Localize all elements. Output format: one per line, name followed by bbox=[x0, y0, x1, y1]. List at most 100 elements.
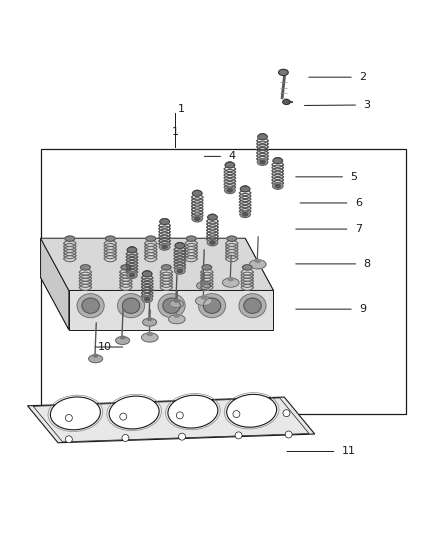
Ellipse shape bbox=[160, 219, 170, 224]
Text: 1: 1 bbox=[172, 126, 179, 136]
Ellipse shape bbox=[175, 268, 185, 274]
Ellipse shape bbox=[81, 265, 90, 270]
Ellipse shape bbox=[169, 314, 185, 324]
Ellipse shape bbox=[243, 213, 248, 216]
Ellipse shape bbox=[244, 298, 261, 313]
Circle shape bbox=[122, 434, 129, 441]
Ellipse shape bbox=[223, 278, 239, 287]
Text: 9: 9 bbox=[359, 304, 366, 314]
Ellipse shape bbox=[273, 158, 283, 164]
Ellipse shape bbox=[187, 236, 196, 241]
Ellipse shape bbox=[159, 244, 170, 250]
Circle shape bbox=[235, 432, 242, 439]
Ellipse shape bbox=[175, 243, 185, 248]
Text: 2: 2 bbox=[359, 72, 366, 82]
Ellipse shape bbox=[77, 294, 104, 318]
Ellipse shape bbox=[145, 297, 150, 301]
Ellipse shape bbox=[116, 336, 130, 344]
Ellipse shape bbox=[226, 162, 233, 166]
Ellipse shape bbox=[260, 160, 265, 164]
Ellipse shape bbox=[170, 300, 184, 308]
Ellipse shape bbox=[201, 281, 206, 284]
Text: 5: 5 bbox=[350, 172, 357, 182]
Text: 3: 3 bbox=[364, 100, 371, 110]
Polygon shape bbox=[245, 238, 273, 329]
Ellipse shape bbox=[161, 219, 168, 223]
Polygon shape bbox=[28, 397, 315, 443]
Ellipse shape bbox=[272, 183, 283, 189]
Ellipse shape bbox=[127, 247, 137, 253]
Text: 10: 10 bbox=[98, 342, 112, 352]
Ellipse shape bbox=[239, 294, 266, 318]
Text: 6: 6 bbox=[355, 198, 362, 208]
Ellipse shape bbox=[106, 236, 115, 241]
Ellipse shape bbox=[279, 69, 288, 76]
Ellipse shape bbox=[259, 134, 266, 138]
Ellipse shape bbox=[142, 296, 152, 302]
Ellipse shape bbox=[127, 272, 137, 278]
Ellipse shape bbox=[275, 184, 280, 188]
Ellipse shape bbox=[194, 190, 201, 195]
Bar bbox=[41, 149, 406, 415]
Polygon shape bbox=[41, 238, 69, 329]
Ellipse shape bbox=[158, 294, 185, 318]
Ellipse shape bbox=[210, 241, 215, 244]
Ellipse shape bbox=[207, 239, 218, 246]
Ellipse shape bbox=[50, 397, 100, 430]
Text: 8: 8 bbox=[364, 259, 371, 269]
Ellipse shape bbox=[168, 395, 218, 428]
Ellipse shape bbox=[88, 355, 102, 362]
Ellipse shape bbox=[258, 134, 267, 140]
Ellipse shape bbox=[227, 189, 233, 192]
Circle shape bbox=[65, 436, 72, 443]
Ellipse shape bbox=[65, 236, 75, 241]
Ellipse shape bbox=[197, 282, 211, 289]
Ellipse shape bbox=[192, 191, 202, 196]
Ellipse shape bbox=[227, 236, 237, 241]
Ellipse shape bbox=[122, 298, 140, 313]
Polygon shape bbox=[41, 238, 273, 290]
Ellipse shape bbox=[257, 159, 268, 165]
Ellipse shape bbox=[255, 260, 260, 262]
Ellipse shape bbox=[148, 318, 152, 320]
Circle shape bbox=[285, 431, 292, 438]
Circle shape bbox=[233, 410, 240, 417]
Ellipse shape bbox=[177, 269, 183, 272]
Circle shape bbox=[65, 415, 72, 422]
Polygon shape bbox=[41, 277, 273, 329]
Ellipse shape bbox=[144, 271, 151, 275]
Text: 4: 4 bbox=[229, 151, 236, 161]
Ellipse shape bbox=[128, 247, 135, 251]
Ellipse shape bbox=[240, 211, 251, 217]
Ellipse shape bbox=[121, 265, 131, 270]
Ellipse shape bbox=[208, 214, 217, 220]
Ellipse shape bbox=[117, 294, 145, 318]
Text: 7: 7 bbox=[355, 224, 362, 234]
Ellipse shape bbox=[201, 296, 206, 299]
Ellipse shape bbox=[163, 298, 180, 313]
Circle shape bbox=[120, 413, 127, 420]
Ellipse shape bbox=[109, 396, 159, 429]
Ellipse shape bbox=[174, 300, 179, 302]
Polygon shape bbox=[69, 290, 273, 329]
Ellipse shape bbox=[147, 333, 152, 335]
Ellipse shape bbox=[93, 354, 98, 357]
Ellipse shape bbox=[240, 186, 250, 192]
Ellipse shape bbox=[195, 296, 212, 305]
Ellipse shape bbox=[274, 158, 281, 162]
Ellipse shape bbox=[146, 236, 155, 241]
Ellipse shape bbox=[250, 260, 266, 269]
Ellipse shape bbox=[242, 265, 252, 270]
Ellipse shape bbox=[227, 394, 277, 427]
Ellipse shape bbox=[177, 243, 184, 247]
Text: 1: 1 bbox=[178, 103, 185, 114]
Ellipse shape bbox=[143, 318, 156, 326]
Ellipse shape bbox=[129, 273, 134, 277]
Ellipse shape bbox=[209, 214, 216, 219]
Circle shape bbox=[283, 410, 290, 417]
Ellipse shape bbox=[192, 215, 202, 222]
Ellipse shape bbox=[202, 265, 212, 270]
Ellipse shape bbox=[203, 298, 221, 313]
Ellipse shape bbox=[162, 245, 167, 249]
Circle shape bbox=[177, 412, 184, 419]
